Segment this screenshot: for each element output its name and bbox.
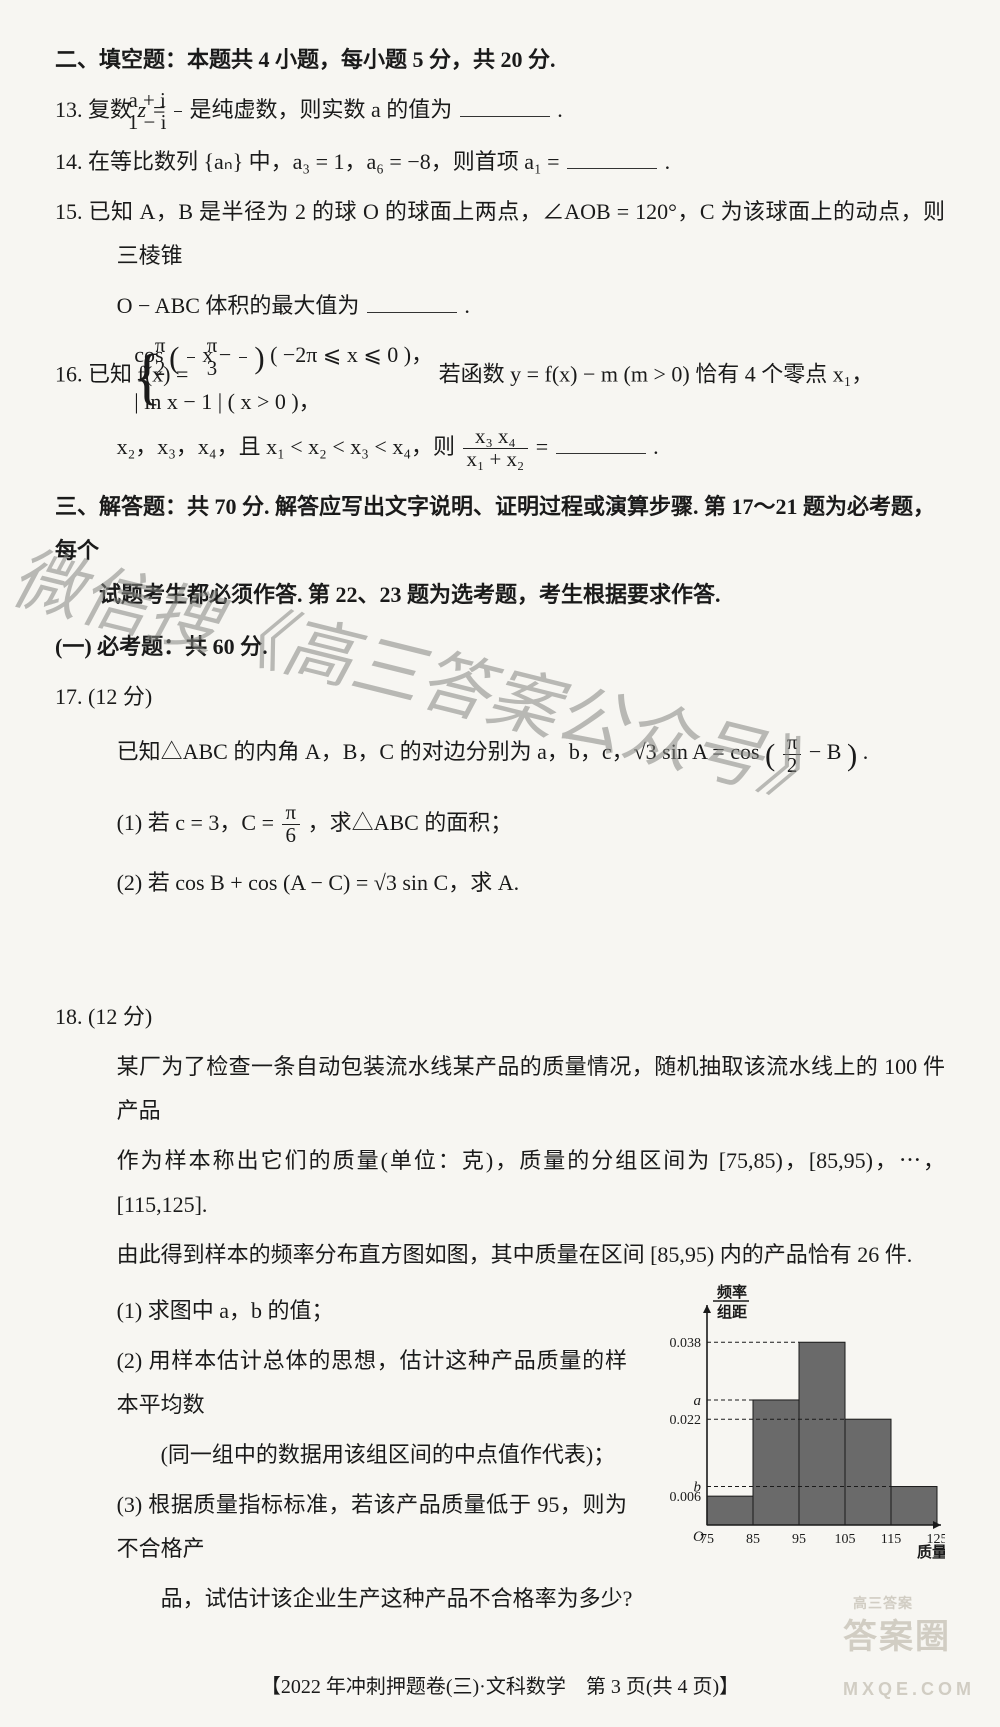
section-3-heading-l2: 试题考生都必须作答. 第 22、23 题为选考题，考生根据要求作答. [55, 573, 945, 617]
corner-watermark: 答案圈 高三答案 MXQE.COM [843, 1603, 975, 1707]
q15-line1: 15. 已知 A，B 是半径为 2 的球 O 的球面上两点，∠AOB = 120… [55, 199, 945, 268]
question-14: 14. 在等比数列 {aₙ} 中，a₃ = 1，a₆ = −8，则首项 a₁ =… [55, 140, 945, 184]
svg-text:0.038: 0.038 [670, 1336, 702, 1351]
question-18-p1: 某厂为了检查一条自动包装流水线某产品的质量情况，随机抽取该流水线上的 100 件… [55, 1045, 945, 1133]
section-2-heading: 二、填空题：本题共 4 小题，每小题 5 分，共 20 分. [55, 38, 945, 82]
frac: π 2 [783, 732, 802, 777]
q17-l1a: 已知△ABC 的内角 A，B，C 的对边分别为 a，b，c，√3 sin A =… [117, 739, 760, 764]
svg-text:b: b [694, 1480, 702, 1496]
frac-den: 1 − i [174, 112, 182, 134]
blank [556, 429, 646, 454]
frac-num: π [187, 335, 195, 358]
frac-den: 2 [187, 358, 195, 380]
question-18-num: 18. (12 分) [55, 995, 945, 1039]
q16-tail: 若函数 y = f(x) − m (m > 0) 恰有 4 个零点 x₁， [439, 362, 874, 387]
svg-text:75: 75 [700, 1532, 714, 1547]
period: . [665, 149, 671, 174]
frac-den: x₁ + x₂ [463, 449, 529, 471]
question-17-part2: (2) 若 cos B + cos (A − C) = √3 sin C，求 A… [55, 861, 945, 905]
svg-text:95: 95 [792, 1532, 806, 1547]
histogram-svg: 0.0060.0220.038abO758595105115125质量/克频率组… [645, 1283, 945, 1559]
section-3-heading-l1: 三、解答题：共 70 分. 解答应写出文字说明、证明过程或演算步骤. 第 17～… [55, 485, 945, 573]
svg-text:85: 85 [746, 1532, 760, 1547]
q13-after: 是纯虚数，则实数 a 的值为 [189, 97, 457, 122]
exam-page: 微信搜《高三答案公众号》 二、填空题：本题共 4 小题，每小题 5 分，共 20… [0, 0, 1000, 1727]
question-15: 15. 已知 A，B 是半径为 2 的球 O 的球面上两点，∠AOB = 120… [55, 190, 945, 278]
question-18-s3b: 品，试估计该企业生产这种产品不合格率为多少? [117, 1577, 945, 1621]
question-13: 13. 复数 z = a + i 1 − i 是纯虚数，则实数 a 的值为 . [55, 88, 945, 134]
question-18-p3: 由此得到样本的频率分布直方图如图，其中质量在区间 [85,95) 内的产品恰有 … [55, 1233, 945, 1277]
q17-p1b: ，求△ABC 的面积； [308, 810, 513, 835]
frac: π 3 [239, 335, 247, 380]
q13-fraction: a + i 1 − i [174, 90, 182, 135]
frac-num: π [783, 732, 802, 755]
cond: ( −2π ⩽ x ⩽ 0 )， [270, 342, 433, 367]
piecewise: { cos ( π 2 x − π 3 ) ( −2π ⩽ x ⩽ 0 )， [194, 334, 433, 418]
svg-text:质量/克: 质量/克 [917, 1543, 945, 1559]
corner-small: MXQE.COM [843, 1671, 975, 1707]
svg-text:频率: 频率 [717, 1283, 747, 1301]
q14-text: 14. 在等比数列 {aₙ} 中，a₃ = 1，a₆ = −8，则首项 a₁ = [55, 149, 565, 174]
q18-body-with-chart: 0.0060.0220.038abO758595105115125质量/克频率组… [55, 1283, 945, 1627]
question-18-p2: 作为样本称出它们的质量(单位：克)，质量的分组区间为 [75,85)，[85,9… [55, 1139, 945, 1227]
q17-p1a: (1) 若 c = 3，C = [117, 810, 280, 835]
period: . [464, 293, 470, 318]
q13-prefix: 13. 复数 [55, 97, 138, 122]
svg-text:105: 105 [835, 1532, 856, 1547]
svg-text:a: a [694, 1393, 702, 1409]
svg-text:组距: 组距 [717, 1303, 747, 1321]
frac-den: 2 [783, 755, 802, 777]
section-3-sub: (一) 必考题：共 60 分. [55, 625, 945, 669]
frac-num: π [282, 802, 301, 825]
q17-l1b: − B [809, 739, 842, 764]
page-footer: 【2022 年冲刺押题卷(三)·文科数学 第 3 页(共 4 页)】 [55, 1667, 945, 1707]
blank [567, 144, 657, 169]
q15-line2a: O − ABC 体积的最大值为 [117, 293, 365, 318]
q16-frac: x₃ x₄ x₁ + x₂ [463, 426, 529, 471]
histogram-chart: 0.0060.0220.038abO758595105115125质量/克频率组… [645, 1283, 945, 1559]
q16-l2b: = [536, 434, 554, 459]
corner-mid: 高三答案 [853, 1589, 913, 1617]
question-17-stem: 已知△ABC 的内角 A，B，C 的对边分别为 a，b，c，√3 sin A =… [55, 725, 945, 787]
frac-num: a + i [174, 90, 182, 113]
corner-big: 答案圈 [843, 1618, 951, 1656]
period: . [557, 97, 563, 122]
svg-text:115: 115 [881, 1532, 901, 1547]
frac: π 6 [282, 802, 301, 847]
frac-den: 3 [239, 358, 247, 380]
frac-num: π [239, 335, 247, 358]
q16-l2a: x₂，x₃，x₄，且 x₁ < x₂ < x₃ < x₄，则 [117, 434, 461, 459]
question-15-cont: O − ABC 体积的最大值为 . [55, 284, 945, 328]
case-2: | ln x − 1 | ( x > 0 )， [196, 384, 433, 419]
frac: π 2 [187, 335, 195, 380]
frac-den: 6 [282, 825, 301, 847]
case-1: cos ( π 2 x − π 3 ) ( −2π ⩽ x ⩽ 0 )， [196, 334, 433, 383]
question-16-cont: x₂，x₃，x₄，且 x₁ < x₂ < x₃ < x₄，则 x₃ x₄ x₁ … [55, 425, 945, 471]
period: . [863, 739, 869, 764]
question-17-part1: (1) 若 c = 3，C = π 6 ，求△ABC 的面积； [55, 801, 945, 847]
frac-num: x₃ x₄ [463, 426, 529, 449]
blank [367, 288, 457, 313]
period: . [653, 434, 659, 459]
question-16: 16. 已知 f(x) = { cos ( π 2 x − π 3 ) [55, 334, 945, 418]
question-17-num: 17. (12 分) [55, 675, 945, 719]
blank [460, 92, 550, 117]
svg-text:0.022: 0.022 [670, 1413, 702, 1428]
